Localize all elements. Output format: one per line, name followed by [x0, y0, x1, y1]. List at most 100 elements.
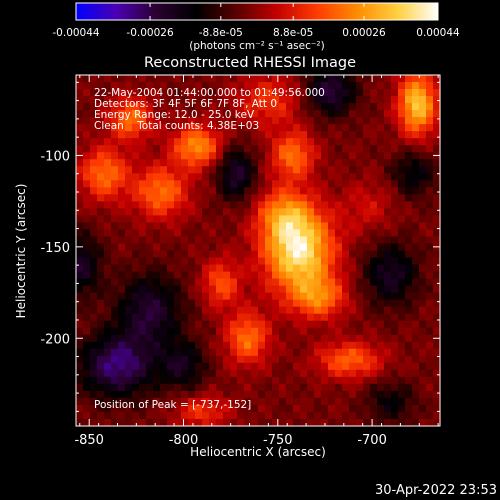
- heatmap-cell: [286, 264, 294, 273]
- heatmap-cell: [202, 327, 210, 336]
- heatmap-cell: [244, 173, 252, 181]
- heatmap-cell: [188, 404, 196, 413]
- heatmap-cell: [258, 131, 266, 139]
- heatmap-cell: [433, 89, 441, 97]
- heatmap-cell: [139, 404, 147, 413]
- heatmap-cell: [202, 376, 210, 385]
- heatmap-cell: [279, 117, 287, 125]
- heatmap-cell: [195, 103, 203, 111]
- heatmap-cell: [132, 208, 140, 216]
- heatmap-cell: [258, 187, 266, 195]
- heatmap-cell: [314, 355, 322, 364]
- heatmap-cell: [307, 397, 315, 406]
- heatmap-cell: [412, 404, 420, 413]
- heatmap-cell: [174, 348, 182, 357]
- heatmap-cell: [244, 194, 252, 202]
- heatmap-cell: [237, 348, 245, 357]
- heatmap-cell: [279, 327, 287, 336]
- heatmap-cell: [181, 124, 189, 132]
- heatmap-cell: [216, 285, 224, 294]
- heatmap-cell: [244, 117, 252, 125]
- heatmap-cell: [300, 278, 308, 287]
- heatmap-cell: [76, 278, 84, 287]
- heatmap-cell: [223, 404, 231, 413]
- heatmap-cell: [279, 222, 287, 231]
- heatmap-cell: [300, 327, 308, 336]
- heatmap-cell: [202, 320, 210, 329]
- heatmap-cell: [335, 348, 343, 357]
- heatmap-cell: [405, 222, 413, 231]
- heatmap-cell: [300, 334, 308, 343]
- heatmap-cell: [118, 404, 126, 413]
- heatmap-cell: [174, 166, 182, 174]
- heatmap-cell: [265, 306, 273, 315]
- heatmap-cell: [258, 138, 266, 146]
- heatmap-cell: [265, 376, 273, 385]
- heatmap-cell: [111, 278, 119, 287]
- heatmap-cell: [356, 278, 364, 287]
- heatmap-cell: [146, 131, 154, 139]
- heatmap-cell: [209, 222, 217, 231]
- heatmap-cell: [209, 404, 217, 413]
- heatmap-cell: [377, 96, 385, 104]
- heatmap-cell: [181, 348, 189, 357]
- heatmap-cell: [314, 341, 322, 350]
- heatmap-cell: [356, 418, 364, 427]
- heatmap-cell: [167, 369, 175, 378]
- heatmap-cell: [237, 369, 245, 378]
- heatmap-cell: [384, 397, 392, 406]
- heatmap-cell: [209, 236, 217, 245]
- heatmap-cell: [153, 383, 161, 392]
- heatmap-cell: [209, 320, 217, 329]
- heatmap-cell: [307, 145, 315, 153]
- heatmap-cell: [300, 313, 308, 322]
- heatmap-cell: [349, 271, 357, 280]
- heatmap-cell: [258, 369, 266, 378]
- heatmap-cell: [202, 124, 210, 132]
- heatmap-cell: [181, 194, 189, 202]
- heatmap-cell: [223, 194, 231, 202]
- heatmap-cell: [328, 194, 336, 202]
- heatmap-cell: [83, 257, 91, 266]
- heatmap-cell: [139, 271, 147, 280]
- heatmap-cell: [209, 89, 217, 97]
- heatmap-cell: [419, 159, 427, 167]
- heatmap-cell: [195, 201, 203, 209]
- heatmap-cell: [391, 243, 399, 252]
- heatmap-cell: [307, 166, 315, 174]
- heatmap-cell: [349, 313, 357, 322]
- heatmap-cell: [76, 404, 84, 413]
- heatmap-cell: [146, 327, 154, 336]
- heatmap-cell: [90, 96, 98, 104]
- heatmap-cell: [230, 215, 238, 224]
- heatmap-cell: [104, 404, 112, 413]
- heatmap-cell: [300, 257, 308, 266]
- heatmap-cell: [391, 110, 399, 118]
- heatmap-cell: [405, 145, 413, 153]
- heatmap-cell: [356, 320, 364, 329]
- heatmap-cell: [265, 138, 273, 146]
- heatmap-cell: [223, 166, 231, 174]
- heatmap-cell: [384, 229, 392, 238]
- heatmap-cell: [209, 166, 217, 174]
- heatmap-cell: [419, 320, 427, 329]
- heatmap-cell: [342, 264, 350, 273]
- heatmap-cell: [349, 334, 357, 343]
- heatmap-cell: [356, 152, 364, 160]
- heatmap-cell: [118, 390, 126, 399]
- heatmap-cell: [272, 257, 280, 266]
- heatmap-cell: [391, 166, 399, 174]
- heatmap-cell: [167, 110, 175, 118]
- heatmap-cell: [286, 222, 294, 231]
- heatmap-cell: [181, 89, 189, 97]
- heatmap-cell: [286, 348, 294, 357]
- heatmap-cell: [349, 82, 357, 90]
- heatmap-cell: [153, 411, 161, 420]
- heatmap-cell: [132, 348, 140, 357]
- heatmap-cell: [377, 117, 385, 125]
- y-axis: -100-150-200: [40, 81, 440, 412]
- heatmap-cell: [307, 96, 315, 104]
- heatmap-cell: [111, 222, 119, 231]
- heatmap-cell: [391, 404, 399, 413]
- heatmap-cell: [83, 96, 91, 104]
